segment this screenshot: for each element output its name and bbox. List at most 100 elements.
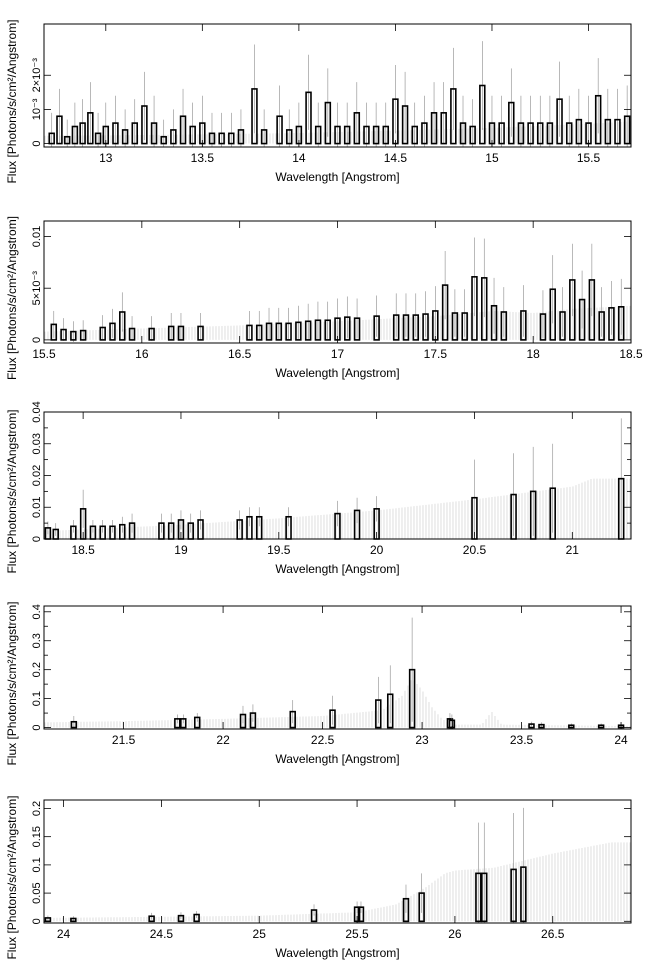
data-bin bbox=[528, 723, 535, 729]
data-bin bbox=[179, 115, 187, 145]
data-bin bbox=[50, 323, 58, 341]
y-tick-label: 0 bbox=[31, 337, 43, 343]
panel-2: 15.5 16 16.5 17 17.5 18 18.5 0 5×10⁻³ 0.01 Wavelen… bbox=[5, 216, 643, 380]
data-bin bbox=[418, 892, 425, 923]
data-bin bbox=[421, 122, 428, 145]
data-bin bbox=[411, 125, 418, 145]
data-bin bbox=[70, 917, 77, 923]
data-bin bbox=[193, 913, 200, 923]
data-bin bbox=[539, 313, 547, 341]
data-bin bbox=[87, 112, 94, 145]
data-bin bbox=[422, 313, 429, 341]
x-tick-label: 24 bbox=[614, 733, 628, 747]
y-axis-label: Flux [Photons/s/cm²/Angstrom] bbox=[5, 409, 19, 573]
data-bin bbox=[441, 284, 449, 341]
y-axis-label: Flux [Photons/s/cm²/Angstrom] bbox=[5, 795, 19, 959]
data-bin bbox=[305, 91, 312, 145]
data-bin bbox=[481, 277, 488, 341]
data-bin bbox=[314, 125, 322, 145]
data-bin bbox=[60, 328, 67, 341]
data-series bbox=[70, 617, 625, 729]
panel-3: 18.5 19 19.5 20 20.5 21 0 0.01 0.02 0.03 0.04 Wavel… bbox=[5, 401, 632, 576]
x-tick-label: 21.5 bbox=[112, 733, 136, 747]
x-axis-label: Wavelength [Angstrom] bbox=[275, 170, 399, 184]
y-axis-label: Flux [Photons/s/cm²/Angstrom] bbox=[5, 216, 19, 380]
data-bin bbox=[99, 326, 106, 341]
x-tick-label: 16 bbox=[135, 347, 149, 361]
data-bin bbox=[408, 668, 416, 729]
data-bin bbox=[177, 914, 185, 923]
data-bin bbox=[481, 872, 488, 923]
y-tick-label: 0 bbox=[31, 536, 43, 542]
data-bin bbox=[246, 324, 253, 341]
x-tick-label: 20 bbox=[370, 543, 384, 557]
y-axis-label: Flux [Photons/s/cm²/Angstrom] bbox=[5, 19, 19, 183]
y-tick-label: 0.01 bbox=[31, 226, 43, 247]
plot-frame bbox=[43, 23, 632, 148]
data-bin bbox=[617, 306, 625, 341]
y-tick-label: 0.2 bbox=[31, 662, 43, 677]
data-bin bbox=[353, 317, 361, 341]
x-tick-label: 26.5 bbox=[541, 927, 565, 941]
data-bin bbox=[537, 122, 544, 145]
data-bin bbox=[469, 125, 476, 145]
data-series bbox=[48, 41, 631, 147]
data-bin bbox=[594, 94, 602, 145]
y-tick-label: 0.15 bbox=[31, 826, 43, 847]
data-bin bbox=[310, 909, 318, 923]
data-bin bbox=[578, 298, 586, 341]
data-bin bbox=[597, 724, 605, 729]
data-bin bbox=[329, 709, 336, 729]
data-bin bbox=[353, 112, 361, 145]
data-bin bbox=[459, 122, 467, 145]
x-tick-label: 16.5 bbox=[228, 347, 252, 361]
data-bin bbox=[48, 132, 55, 145]
data-bin bbox=[289, 710, 296, 729]
data-bin bbox=[160, 135, 167, 145]
panel-4: 21.5 22 22.5 23 23.5 24 0 0.1 0.2 0.3 0.4 Wavelengt… bbox=[5, 601, 632, 766]
y-tick-label: 0 bbox=[31, 724, 43, 730]
data-bin bbox=[324, 101, 332, 145]
data-bin bbox=[565, 122, 573, 145]
data-bin bbox=[239, 713, 247, 729]
data-bin bbox=[450, 88, 457, 145]
data-bin bbox=[520, 866, 527, 923]
y-tick-label: 0.3 bbox=[31, 633, 43, 648]
data-bin bbox=[401, 105, 409, 145]
data-bin bbox=[79, 122, 86, 145]
x-tick-label: 23 bbox=[415, 733, 429, 747]
data-bin bbox=[260, 129, 268, 145]
x-tick-label: 13.5 bbox=[191, 151, 215, 165]
data-bin bbox=[208, 132, 216, 145]
data-bin bbox=[363, 125, 370, 145]
data-bin bbox=[324, 319, 331, 341]
data-bin bbox=[448, 719, 456, 729]
data-bin bbox=[517, 122, 525, 145]
data-bin bbox=[508, 101, 515, 145]
data-bin bbox=[614, 118, 621, 145]
y-tick-label: 0.1 bbox=[31, 691, 43, 706]
data-bin bbox=[167, 325, 175, 341]
x-tick-label: 21 bbox=[566, 543, 580, 557]
data-bin bbox=[527, 122, 534, 145]
data-bin bbox=[174, 718, 181, 729]
data-bin bbox=[500, 311, 508, 341]
data-bin bbox=[275, 322, 283, 341]
data-bin bbox=[373, 315, 380, 341]
data-bin bbox=[251, 88, 258, 145]
data-bin bbox=[546, 122, 554, 145]
x-tick-label: 17 bbox=[331, 347, 345, 361]
data-bin bbox=[549, 288, 556, 341]
data-bin bbox=[109, 322, 116, 341]
y-tick-label: 0.02 bbox=[31, 465, 43, 486]
data-bin bbox=[94, 132, 102, 145]
data-bin bbox=[71, 125, 79, 145]
data-bin bbox=[285, 322, 292, 341]
data-bin bbox=[357, 906, 365, 923]
y-tick-label: 0.01 bbox=[31, 497, 43, 518]
data-bin bbox=[79, 329, 87, 341]
y-tick-label: 0.2 bbox=[31, 801, 43, 816]
data-bin bbox=[148, 915, 155, 923]
y-tick-label: 2×10⁻³ bbox=[31, 58, 43, 93]
data-bin bbox=[568, 724, 575, 729]
